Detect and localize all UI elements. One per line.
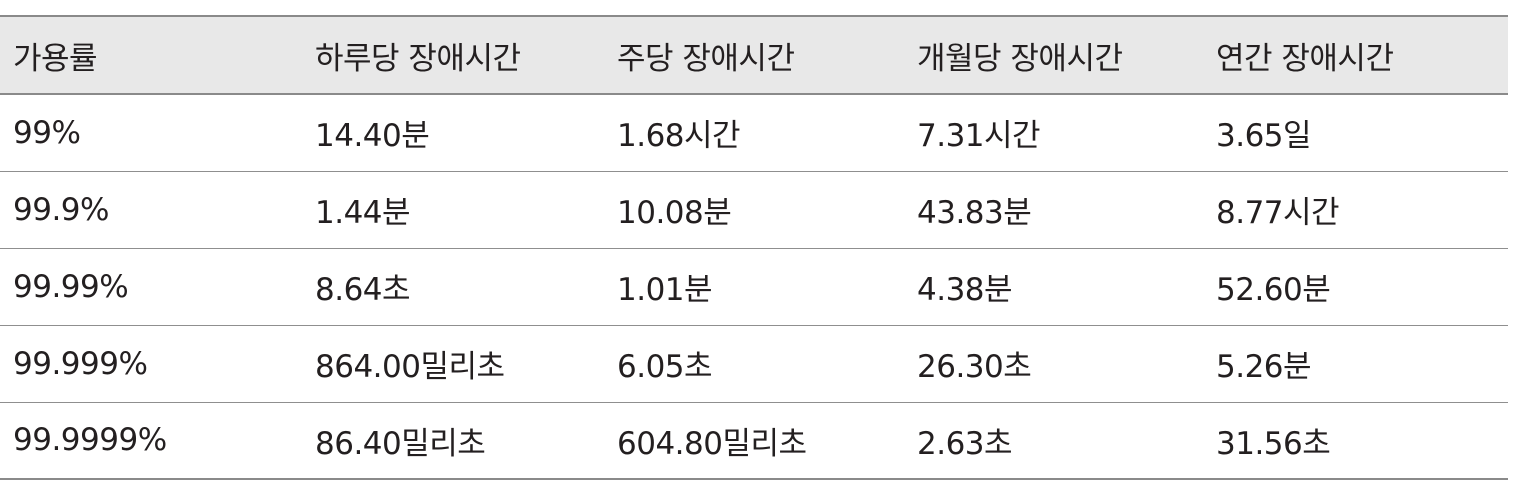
header-availability: 가용률 xyxy=(13,40,98,77)
cell-monthly: 2.63초 xyxy=(917,425,1013,462)
table-header: 가용률 하루당 장애시간 주당 장애시간 개월당 장애시간 연간 장애시간 xyxy=(0,16,1508,94)
cell-availability: 99.9999% xyxy=(13,422,167,459)
cell-monthly: 43.83분 xyxy=(917,195,1032,231)
cell-yearly: 52.60분 xyxy=(1216,272,1331,308)
cell-weekly: 1.01분 xyxy=(617,272,713,308)
cell-availability: 99% xyxy=(13,114,81,151)
header-row: 가용률 하루당 장애시간 주당 장애시간 개월당 장애시간 연간 장애시간 xyxy=(0,16,1508,94)
cell-weekly: 6.05초 xyxy=(617,349,713,385)
table-row: 99.9% 1.44분 10.08분 43.83분 8.77시간 xyxy=(0,171,1508,248)
cell-monthly: 4.38분 xyxy=(917,272,1013,308)
table-row: 99.999% 864.00밀리초 6.05초 26.30초 5.26분 xyxy=(0,325,1508,402)
cell-weekly: 1.68시간 xyxy=(617,118,741,155)
availability-table-container: 가용률 하루당 장애시간 주당 장애시간 개월당 장애시간 연간 장애시간 99… xyxy=(0,15,1508,480)
cell-availability: 99.99% xyxy=(13,268,129,305)
table-row: 99.99% 8.64초 1.01분 4.38분 52.60분 xyxy=(0,248,1508,325)
cell-yearly: 5.26분 xyxy=(1216,349,1312,385)
cell-yearly: 8.77시간 xyxy=(1216,195,1340,231)
cell-daily: 14.40분 xyxy=(315,118,430,155)
cell-availability: 99.999% xyxy=(13,345,148,382)
header-weekly-downtime: 주당 장애시간 xyxy=(617,40,795,77)
table-row: 99% 14.40분 1.68시간 7.31시간 3.65일 xyxy=(0,94,1508,171)
header-monthly-downtime: 개월당 장애시간 xyxy=(917,40,1123,77)
cell-monthly: 7.31시간 xyxy=(917,118,1041,155)
cell-yearly: 3.65일 xyxy=(1216,118,1312,155)
cell-daily: 86.40밀리초 xyxy=(315,425,486,462)
cell-weekly: 10.08분 xyxy=(617,195,732,231)
cell-yearly: 31.56초 xyxy=(1216,425,1331,462)
cell-daily: 8.64초 xyxy=(315,272,411,308)
cell-availability: 99.9% xyxy=(13,191,109,228)
cell-daily: 1.44분 xyxy=(315,195,411,231)
table-body: 99% 14.40분 1.68시간 7.31시간 3.65일 99.9% 1.4… xyxy=(0,94,1508,479)
cell-weekly: 604.80밀리초 xyxy=(617,425,807,462)
header-daily-downtime: 하루당 장애시간 xyxy=(315,40,521,77)
table-row: 99.9999% 86.40밀리초 604.80밀리초 2.63초 31.56초 xyxy=(0,402,1508,479)
availability-downtime-table: 가용률 하루당 장애시간 주당 장애시간 개월당 장애시간 연간 장애시간 99… xyxy=(0,15,1508,480)
header-yearly-downtime: 연간 장애시간 xyxy=(1216,40,1394,77)
cell-monthly: 26.30초 xyxy=(917,349,1032,385)
cell-daily: 864.00밀리초 xyxy=(315,349,505,385)
